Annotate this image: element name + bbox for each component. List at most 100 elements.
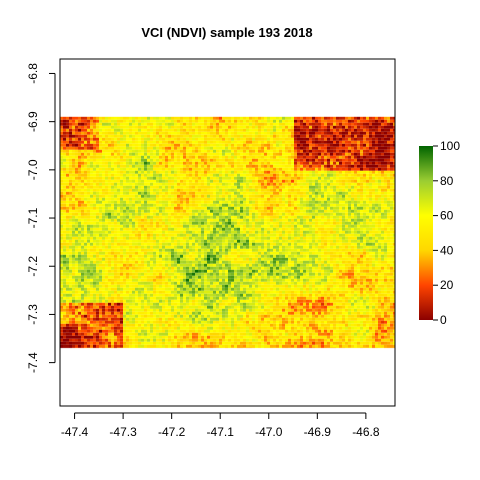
raster-cell bbox=[360, 170, 363, 174]
raster-cell bbox=[207, 179, 210, 183]
raster-cell bbox=[177, 239, 180, 243]
raster-cell bbox=[84, 236, 87, 240]
raster-cell bbox=[228, 158, 231, 162]
raster-cell bbox=[87, 179, 90, 183]
raster-cell bbox=[168, 158, 171, 162]
raster-cell bbox=[225, 224, 228, 228]
raster-cell bbox=[90, 224, 93, 228]
raster-cell bbox=[159, 200, 162, 204]
raster-cell bbox=[177, 158, 180, 162]
raster-cell bbox=[378, 212, 381, 216]
raster-cell bbox=[237, 215, 240, 219]
raster-cell bbox=[369, 185, 372, 189]
raster-cell bbox=[87, 170, 90, 174]
raster-cell bbox=[291, 242, 294, 246]
raster-cell bbox=[351, 221, 354, 225]
raster-cell bbox=[333, 206, 336, 210]
raster-cell bbox=[249, 218, 252, 222]
raster-cell bbox=[303, 236, 306, 240]
raster-cell bbox=[153, 125, 156, 129]
raster-cell bbox=[276, 212, 279, 216]
raster-cell bbox=[174, 122, 177, 126]
raster-cell bbox=[357, 200, 360, 204]
raster-cell bbox=[75, 158, 78, 162]
raster-cell bbox=[231, 161, 234, 165]
raster-cell bbox=[144, 131, 147, 135]
raster-cell bbox=[150, 206, 153, 210]
raster-cell bbox=[78, 167, 81, 171]
raster-cell bbox=[198, 167, 201, 171]
raster-cell bbox=[117, 215, 120, 219]
raster-cell bbox=[294, 215, 297, 219]
raster-cell bbox=[129, 122, 132, 126]
raster-cell bbox=[345, 161, 348, 165]
raster-cell bbox=[372, 182, 375, 186]
raster-cell bbox=[345, 116, 348, 120]
raster-cell bbox=[387, 167, 390, 171]
raster-cell bbox=[270, 122, 273, 126]
raster-cell bbox=[384, 230, 387, 234]
raster-cell bbox=[360, 227, 363, 231]
raster-cell bbox=[195, 200, 198, 204]
raster-cell bbox=[252, 215, 255, 219]
raster-cell bbox=[180, 221, 183, 225]
raster-cell bbox=[231, 170, 234, 174]
raster-cell bbox=[372, 173, 375, 177]
raster-cell bbox=[213, 200, 216, 204]
raster-cell bbox=[72, 233, 75, 237]
raster-cell bbox=[156, 191, 159, 195]
raster-cell bbox=[285, 194, 288, 198]
raster-cell bbox=[111, 245, 114, 249]
raster-cell bbox=[117, 119, 120, 123]
raster-cell bbox=[114, 119, 117, 123]
raster-cell bbox=[147, 134, 150, 138]
raster-cell bbox=[183, 239, 186, 243]
raster-cell bbox=[210, 149, 213, 153]
raster-cell bbox=[186, 203, 189, 207]
raster-cell bbox=[123, 167, 126, 171]
raster-cell bbox=[126, 122, 129, 126]
raster-cell bbox=[126, 116, 129, 120]
raster-cell bbox=[174, 149, 177, 153]
raster-cell bbox=[309, 164, 312, 168]
raster-cell bbox=[279, 119, 282, 123]
raster-cell bbox=[108, 116, 111, 120]
raster-cell bbox=[276, 239, 279, 243]
raster-cell bbox=[351, 245, 354, 249]
raster-cell bbox=[369, 131, 372, 135]
raster-cell bbox=[75, 218, 78, 222]
raster-cell bbox=[384, 206, 387, 210]
raster-cell bbox=[270, 173, 273, 177]
raster-cell bbox=[282, 158, 285, 162]
raster-cell bbox=[258, 119, 261, 123]
raster-cell bbox=[375, 188, 378, 192]
raster-cell bbox=[186, 158, 189, 162]
raster-cell bbox=[306, 140, 309, 144]
raster-cell bbox=[270, 137, 273, 141]
raster-cell bbox=[84, 149, 87, 153]
raster-cell bbox=[126, 245, 129, 249]
raster-cell bbox=[315, 182, 318, 186]
raster-cell bbox=[246, 116, 249, 120]
raster-cell bbox=[96, 131, 99, 135]
raster-cell bbox=[252, 188, 255, 192]
raster-cell bbox=[201, 191, 204, 195]
raster-cell bbox=[81, 134, 84, 138]
raster-cell bbox=[204, 194, 207, 198]
raster-cell bbox=[195, 122, 198, 126]
raster-cell bbox=[387, 173, 390, 177]
raster-cell bbox=[213, 197, 216, 201]
raster-cell bbox=[237, 200, 240, 204]
raster-cell bbox=[252, 155, 255, 159]
raster-cell bbox=[384, 215, 387, 219]
raster-cell bbox=[63, 131, 66, 135]
raster-cell bbox=[69, 140, 72, 144]
raster-cell bbox=[186, 188, 189, 192]
raster-cell bbox=[363, 140, 366, 144]
raster-cell bbox=[279, 158, 282, 162]
raster-cell bbox=[150, 239, 153, 243]
raster-cell bbox=[126, 149, 129, 153]
raster-cell bbox=[276, 188, 279, 192]
raster-cell bbox=[177, 206, 180, 210]
raster-cell bbox=[129, 158, 132, 162]
